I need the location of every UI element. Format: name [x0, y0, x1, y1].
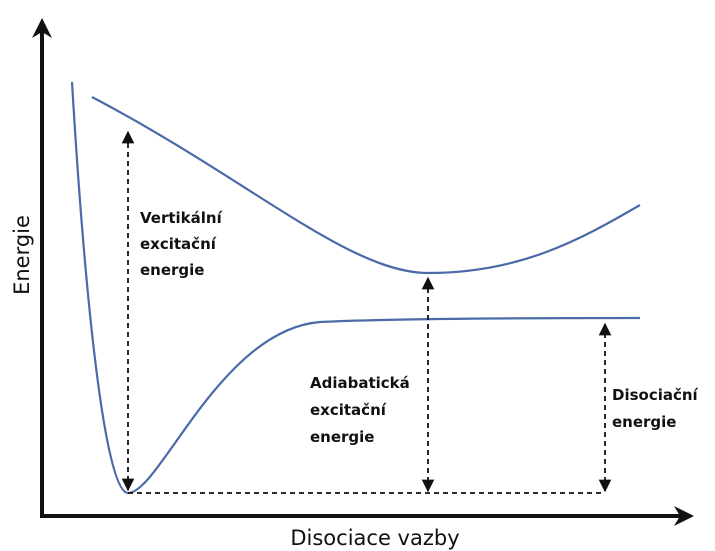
- excited-state-curve: [91, 96, 641, 275]
- annotation-line: energie: [310, 428, 374, 446]
- ground-state-curve: [70, 81, 641, 495]
- annotation-line: Disociační: [612, 386, 699, 404]
- y-axis-label: Energie: [10, 215, 34, 295]
- annotation-line: Adiabatická: [310, 374, 410, 392]
- annotation-line: excitační: [310, 401, 387, 419]
- annotation-line: Vertikální: [140, 209, 223, 227]
- annotation-line: excitační: [140, 235, 217, 253]
- annotation-line: energie: [140, 261, 204, 279]
- annotation-line: energie: [612, 413, 676, 431]
- x-axis-label: Disociace vazby: [290, 526, 459, 550]
